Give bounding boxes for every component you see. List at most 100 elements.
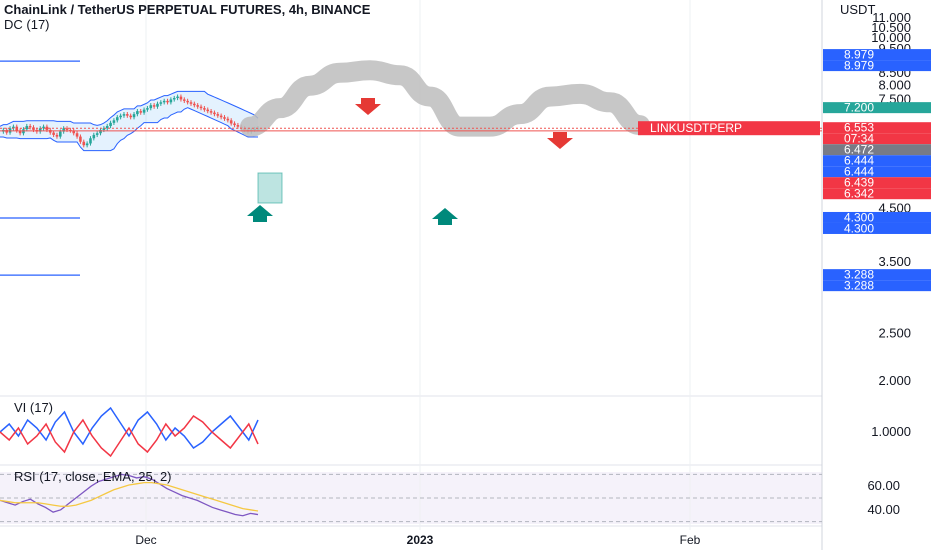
price-badge-label: 6.444	[844, 165, 874, 179]
currency-label: USDT	[840, 2, 875, 17]
price-badge-label: 4.300	[844, 221, 874, 235]
candle-body	[55, 134, 59, 137]
candle-body	[193, 103, 196, 106]
candle-body	[169, 99, 173, 103]
candle-body	[45, 126, 49, 130]
candle-body	[162, 100, 166, 103]
candle-body	[115, 117, 119, 121]
candle-body	[152, 105, 156, 107]
candle-body	[146, 108, 149, 110]
candle-body	[203, 108, 206, 110]
symbol-tag-label: LINKUSDTPERP	[650, 121, 742, 135]
candle-body	[105, 126, 109, 129]
candle-body	[92, 134, 96, 139]
price-tick-label: 3.500	[878, 254, 911, 269]
candle-body	[219, 115, 223, 118]
candle-body	[129, 115, 132, 118]
price-badge-label: 6.444	[844, 154, 874, 168]
candle-body	[176, 96, 179, 99]
donchian-lower	[0, 107, 258, 152]
candle-body	[82, 141, 86, 146]
candle-body	[149, 105, 153, 109]
candle-body	[65, 128, 69, 130]
candle-body	[122, 114, 126, 116]
candle-body	[189, 102, 193, 104]
price-badge-label: 07:34	[844, 132, 874, 146]
price-badge	[823, 133, 931, 145]
price-badge	[823, 269, 931, 281]
candle-body	[99, 129, 102, 134]
candle-body	[172, 98, 176, 100]
forecast-path	[240, 60, 650, 137]
candle-body	[139, 111, 143, 113]
price-badge-label: 6.472	[844, 143, 874, 157]
symbol-tag	[638, 121, 820, 136]
rsi-tick-label: 40.00	[867, 502, 900, 517]
candle-body	[186, 100, 189, 103]
candle-body	[109, 122, 112, 127]
candle-body	[126, 114, 129, 116]
price-badge	[823, 166, 931, 178]
arrow-up-icon	[432, 208, 458, 225]
donchian-upper	[0, 90, 259, 127]
price-badge	[823, 188, 931, 200]
candle-body	[18, 130, 22, 134]
vi-tick-label: 1.0000	[871, 424, 911, 439]
candle-body	[136, 111, 139, 115]
candle-body	[102, 128, 106, 130]
candle-body	[79, 136, 82, 142]
price-badge	[823, 280, 931, 292]
candle-body	[182, 99, 186, 101]
price-tick-label: 2.000	[878, 373, 911, 388]
candle-body	[213, 112, 216, 115]
indicator-label-dc[interactable]: DC (17)	[4, 17, 50, 32]
candle-body	[236, 125, 240, 127]
chart-title: ChainLink / TetherUS PERPETUAL FUTURES, …	[4, 2, 371, 17]
price-badge-label: 7.200	[844, 101, 874, 115]
price-tick-label: 10.000	[871, 30, 911, 45]
indicator-label-vi[interactable]: VI (17)	[14, 400, 54, 415]
candle-body	[89, 138, 92, 144]
time-tick-label: 2023	[407, 533, 434, 547]
candle-body	[199, 106, 203, 109]
price-tick-label: 2.500	[878, 326, 911, 341]
price-badge	[823, 60, 931, 72]
price-badge-label: 6.553	[844, 121, 874, 135]
candle-body	[85, 143, 89, 146]
candle-body	[206, 109, 210, 112]
indicator-label-rsi[interactable]: RSI (17, close, EMA, 25, 2)	[14, 469, 172, 484]
price-badge-label: 8.979	[844, 48, 874, 62]
candle-body	[25, 126, 29, 130]
candle-body	[62, 128, 65, 132]
candle-body	[132, 114, 136, 118]
price-badge	[823, 155, 931, 167]
candle-body	[75, 133, 79, 137]
time-tick-label: Feb	[680, 533, 701, 547]
price-badge	[823, 222, 931, 234]
price-badge	[823, 211, 931, 223]
candle-body	[179, 96, 183, 100]
candle-body	[95, 133, 99, 135]
price-badge	[823, 177, 931, 189]
position-box	[257, 172, 283, 204]
candle-body	[59, 131, 62, 137]
rsi-series-line	[0, 473, 259, 517]
candle-body	[166, 100, 169, 103]
price-tick-label: 4.500	[878, 200, 911, 215]
price-badge	[823, 122, 931, 134]
candle-body	[42, 126, 45, 129]
candle-body	[72, 130, 76, 134]
candle-body	[226, 118, 230, 121]
candle-body	[233, 123, 236, 126]
candle-body	[209, 111, 213, 113]
candle-body	[159, 102, 163, 104]
candle-body	[223, 117, 226, 119]
candle-body	[28, 126, 32, 128]
price-badge-label: 4.300	[844, 210, 874, 224]
price-badge-label: 8.979	[844, 59, 874, 73]
price-badge-label: 6.439	[844, 176, 874, 190]
price-badge	[823, 102, 931, 114]
price-tick-label: 8.000	[878, 78, 911, 93]
